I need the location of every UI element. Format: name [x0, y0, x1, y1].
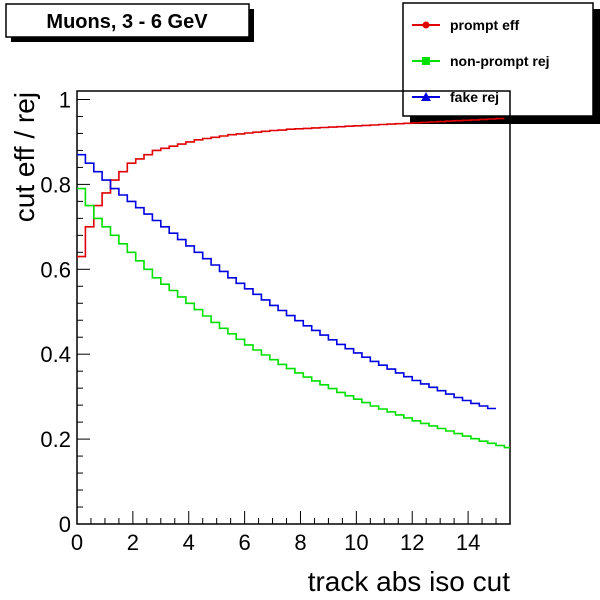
series-line-non-prompt-rej [77, 187, 510, 449]
chart-title: Muons, 3 - 6 GeV [46, 11, 208, 33]
x-axis-title: track abs iso cut [308, 566, 511, 597]
legend: prompt eff non-prompt rej fake rej [402, 2, 600, 124]
x-tick-label: 4 [183, 530, 195, 555]
y-tick-label: 0 [59, 512, 71, 537]
y-tick-label: 1 [59, 87, 71, 112]
x-tick-label: 10 [344, 530, 368, 555]
legend-label-non-prompt-rej: non-prompt rej [450, 53, 550, 69]
legend-label-prompt-eff: prompt eff [450, 17, 520, 33]
x-tick-label: 6 [238, 530, 250, 555]
x-tick-label: 0 [71, 530, 83, 555]
x-tick-label: 2 [127, 530, 139, 555]
x-tick-label: 12 [400, 530, 424, 555]
y-tick-label: 0.4 [40, 342, 71, 367]
y-axis-title: cut eff / rej [9, 92, 40, 222]
x-tick-label: 8 [294, 530, 306, 555]
chart-title-box: Muons, 3 - 6 GeV [5, 3, 254, 42]
y-tick-label: 0.8 [40, 172, 71, 197]
legend-marker-non-prompt-rej [422, 57, 430, 65]
x-tick-label: 14 [456, 530, 480, 555]
y-tick-label: 0.6 [40, 257, 71, 282]
y-tick-label: 0.2 [40, 427, 71, 452]
series-line-prompt-eff [77, 117, 505, 258]
legend-label-fake-rej: fake rej [450, 89, 499, 105]
plot-frame [76, 90, 511, 525]
legend-marker-prompt-eff [422, 21, 430, 29]
series-line-fake-rej [77, 153, 496, 410]
legend-marker-fake-rej [421, 92, 431, 101]
